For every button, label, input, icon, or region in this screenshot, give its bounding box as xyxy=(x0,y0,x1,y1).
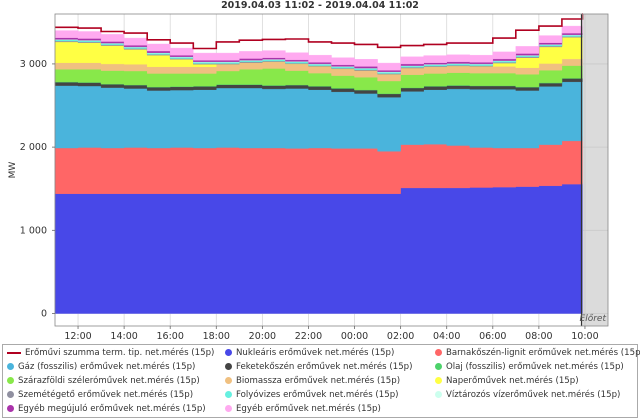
forecast-label: Előret xyxy=(580,314,607,324)
legend-item: Naperőművek net.mérés (15p) xyxy=(435,376,579,386)
legend-marker xyxy=(435,363,442,370)
legend-item: Feketekőszén erőművek net.mérés (15p) xyxy=(225,362,412,372)
x-tick-label: 12:00 xyxy=(64,331,91,342)
legend-item: Szárazföldi széleróművek net.mérés (15p) xyxy=(7,376,200,386)
legend-marker xyxy=(225,405,232,412)
legend-label: Barnakőszén-lignit erőművek net.mérés (1… xyxy=(446,348,640,358)
y-tick-label: 0 xyxy=(41,309,47,320)
legend-label: Víztározós vízerőművek net.mérés (15p) xyxy=(446,390,621,400)
legend-item: Barnakőszén-lignit erőművek net.mérés (1… xyxy=(435,348,640,358)
legend-item: Szemétégető erőművek net.mérés (15p) xyxy=(7,390,193,400)
legend-label: Nukleáris erőművek net.mérés (15p) xyxy=(236,348,395,358)
legend-item: Egyéb megújuló erőművek net.mérés (15p) xyxy=(7,404,206,414)
legend-label: Folyóvizes erőművek net.mérés (15p) xyxy=(236,390,399,400)
y-tick-label: 2 000 xyxy=(20,142,47,153)
x-tick-label: 02:00 xyxy=(387,331,414,342)
legend-marker xyxy=(225,349,232,356)
legend-label: Erőművi szumma term. tip. net.mérés (15p… xyxy=(25,348,215,358)
legend-marker xyxy=(435,349,442,356)
legend-item: Olaj (fosszilis) erőművek net.mérés (15p… xyxy=(435,362,624,372)
x-tick-label: 22:00 xyxy=(295,331,322,342)
x-tick-label: 14:00 xyxy=(110,331,137,342)
chart-title: 2019.04.03 11:02 - 2019.04.04 11:02 xyxy=(221,0,419,11)
legend-marker xyxy=(435,391,442,398)
legend-label: Feketekőszén erőművek net.mérés (15p) xyxy=(236,362,413,372)
y-tick-label: 3 000 xyxy=(20,59,47,70)
legend-item: Víztározós vízerőművek net.mérés (15p) xyxy=(435,390,620,400)
legend-label: Gáz (fosszilis) erőművek net.mérés (15p) xyxy=(18,362,196,372)
legend-marker xyxy=(7,377,14,384)
legend-label: Olaj (fosszilis) erőművek net.mérés (15p… xyxy=(446,362,624,372)
legend-marker xyxy=(225,363,232,370)
y-axis-label: MW xyxy=(8,162,18,179)
series-area xyxy=(54,182,583,314)
legend-marker xyxy=(7,405,14,412)
legend-item: Gáz (fosszilis) erőművek net.mérés (15p) xyxy=(7,362,195,372)
legend-marker xyxy=(225,377,232,384)
legend-label: Biomassza erőművek net.mérés (15p) xyxy=(236,376,401,386)
legend-label: Naperőművek net.mérés (15p) xyxy=(446,376,579,386)
legend-marker xyxy=(7,363,14,370)
legend-marker xyxy=(435,377,442,384)
x-tick-label: 08:00 xyxy=(525,331,552,342)
legend-item: Folyóvizes erőművek net.mérés (15p) xyxy=(225,390,399,400)
stacked-area-chart: Előret 12:00 14:00 16:00 18:00 20:00 22:00 00:… xyxy=(8,13,609,342)
legend-label: Egyéb megújuló erőművek net.mérés (15p) xyxy=(18,404,206,414)
plot-frame xyxy=(54,13,609,327)
chart-legend: Erőművi szumma term. tip. net.mérés (15p… xyxy=(2,344,640,418)
legend-marker xyxy=(225,391,232,398)
x-tick-label: 04:00 xyxy=(433,331,460,342)
legend-item: Egyéb erőművek net.mérés (15p) xyxy=(225,404,381,414)
x-tick-label: 10:00 xyxy=(571,331,598,342)
y-tick-label: 1 000 xyxy=(20,225,47,236)
x-tick-label: 06:00 xyxy=(479,331,506,342)
legend-marker xyxy=(7,391,14,398)
forecast-region xyxy=(581,14,608,326)
legend-label: Szárazföldi széleróművek net.mérés (15p) xyxy=(18,376,200,386)
legend-item: Erőművi szumma term. tip. net.mérés (15p… xyxy=(7,348,214,358)
legend-marker xyxy=(7,351,21,354)
x-tick-label: 16:00 xyxy=(157,331,184,342)
total-line xyxy=(55,13,584,50)
legend-item: Nukleáris erőművek net.mérés (15p) xyxy=(225,348,394,358)
legend-label: Szemétégető erőművek net.mérés (15p) xyxy=(18,390,194,400)
legend-label: Egyéb erőművek net.mérés (15p) xyxy=(236,404,381,414)
x-tick-label: 20:00 xyxy=(249,331,276,342)
x-tick-label: 18:00 xyxy=(203,331,230,342)
x-tick-label: 00:00 xyxy=(341,331,368,342)
legend-item: Biomassza erőművek net.mérés (15p) xyxy=(225,376,400,386)
